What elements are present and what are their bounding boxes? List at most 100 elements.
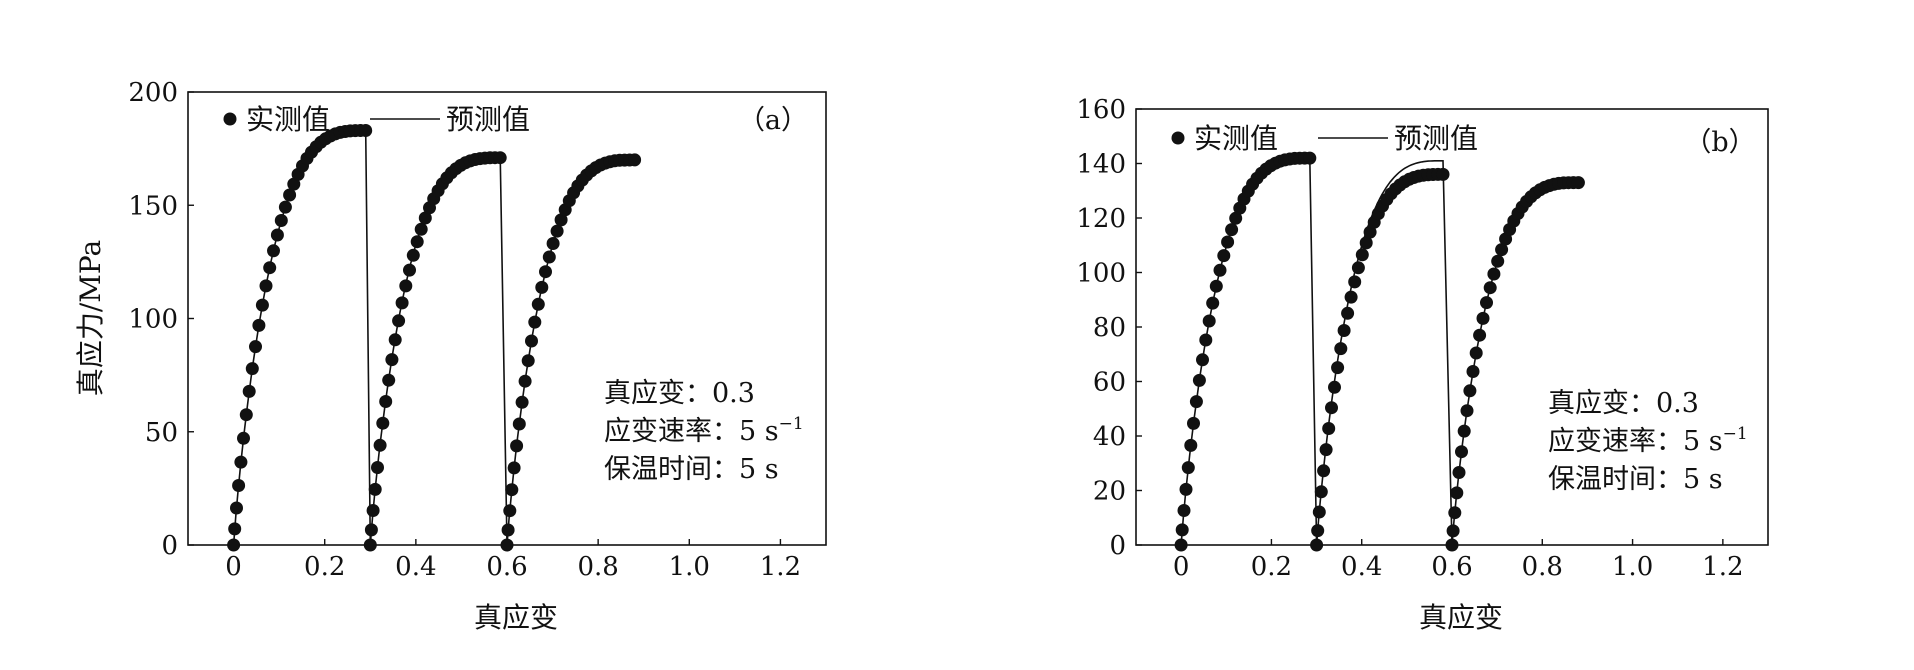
data-point-measured-b (1325, 401, 1338, 415)
data-point-measured-b (1483, 281, 1497, 295)
data-point-measured-a (373, 438, 387, 452)
data-point-measured-b (1341, 306, 1355, 320)
y-tick-label-b: 80 (1093, 313, 1126, 343)
data-point-measured-b (1181, 461, 1195, 475)
data-point-measured-a (237, 431, 250, 445)
data-point-measured-b (1174, 538, 1188, 552)
data-point-measured-a (554, 213, 568, 227)
x-tick-label-b: 1.0 (1612, 552, 1653, 582)
data-point-measured-a (546, 237, 560, 250)
data-point-measured-b (1334, 342, 1348, 356)
data-point-measured-a (366, 504, 380, 517)
y-axis-label-a: 真应力/MPa (74, 240, 107, 396)
data-point-measured-b (1217, 249, 1231, 263)
data-point-measured-a (242, 384, 256, 398)
data-point-measured-b (1310, 538, 1324, 552)
data-point-measured-a (510, 439, 524, 453)
data-point-measured-a (493, 151, 507, 165)
data-point-measured-a (379, 395, 393, 408)
data-point-measured-a (500, 538, 514, 552)
legend-label-measured-b: 实测值 (1194, 122, 1278, 155)
data-point-measured-b (1571, 176, 1585, 190)
data-point-measured-b (1303, 151, 1317, 165)
data-point-measured-b (1199, 333, 1213, 347)
data-point-measured-b (1466, 365, 1480, 378)
data-point-measured-b (1187, 416, 1200, 430)
data-point-measured-a (550, 224, 564, 238)
data-point-measured-a (507, 461, 521, 475)
x-tick-label-a: 0 (225, 552, 242, 582)
legend-marker-measured-b (1171, 131, 1185, 145)
data-point-measured-b (1317, 464, 1331, 478)
data-point-measured-b (1344, 290, 1358, 304)
data-point-measured-a (531, 297, 545, 311)
y-tick-label-a: 100 (128, 305, 178, 335)
y-tick-label-b: 20 (1093, 477, 1126, 507)
data-point-measured-a (371, 461, 384, 474)
chart-panel-a: 0 0.2 0.4 0.6 0.8 1.0 1.2 0 50 100 150 200 真应变 真应力/MP… (74, 78, 827, 634)
panel-label-b: （b） (1684, 127, 1755, 158)
x-tick-label-b: 0 (1173, 552, 1190, 582)
data-point-measured-a (359, 124, 373, 137)
data-point-measured-a (239, 408, 253, 422)
data-point-measured-b (1436, 167, 1450, 181)
data-point-measured-b (1457, 424, 1471, 438)
data-point-measured-b (1463, 384, 1477, 398)
data-point-measured-a (283, 188, 297, 202)
data-point-measured-b (1363, 225, 1377, 239)
data-point-measured-b (1225, 223, 1239, 237)
data-point-measured-b (1209, 279, 1223, 293)
data-point-measured-b (1312, 505, 1326, 519)
data-point-measured-a (249, 340, 262, 354)
x-tick-label-a: 0.6 (486, 552, 527, 582)
data-point-measured-b (1469, 346, 1483, 360)
data-point-measured-a (503, 504, 517, 518)
y-tick-label-b: 0 (1109, 531, 1126, 561)
data-point-measured-b (1192, 373, 1206, 387)
data-point-measured-a (382, 373, 396, 387)
data-point-measured-a (245, 362, 259, 376)
data-point-measured-b (1229, 211, 1243, 225)
data-point-measured-a (263, 261, 277, 275)
data-point-measured-a (515, 395, 529, 409)
data-point-measured-b (1337, 324, 1351, 337)
data-point-measured-a (525, 334, 538, 348)
data-point-measured-b (1460, 404, 1474, 418)
chart-panel-b: 0 0.2 0.4 0.6 0.8 1.0 1.2 0 20 40 60 80 100 120 140 160… (1076, 95, 1769, 634)
data-point-measured-b (1355, 248, 1369, 262)
data-point-measured-b (1179, 482, 1193, 496)
panel-label-a: （a） (738, 105, 808, 136)
data-point-measured-a (403, 263, 416, 277)
data-point-measured-a (230, 501, 243, 515)
data-point-measured-b (1452, 466, 1466, 479)
y-tick-label-a: 50 (145, 418, 178, 448)
data-point-measured-b (1480, 296, 1493, 310)
x-axis-label-a: 真应变 (474, 601, 558, 634)
annotation-hold-b: 保温时间：5 s (1548, 464, 1723, 495)
y-tick-label-b: 140 (1076, 150, 1126, 180)
data-point-measured-b (1473, 328, 1487, 342)
data-point-measured-b (1348, 275, 1362, 289)
data-point-measured-a (418, 211, 432, 225)
data-point-measured-a (267, 244, 280, 258)
x-tick-label-b: 0.4 (1341, 552, 1382, 582)
annotation-rate-b: 应变速率：5 s−1 (1548, 424, 1748, 457)
data-point-measured-a (232, 479, 246, 492)
data-point-measured-a (287, 177, 301, 191)
data-point-measured-a (255, 298, 269, 312)
data-point-measured-b (1311, 524, 1325, 538)
data-point-measured-b (1446, 524, 1460, 538)
data-point-measured-b (1175, 523, 1189, 537)
annotation-rate-text-a: 应变速率：5 s (604, 416, 779, 447)
x-tick-label-b: 0.6 (1431, 552, 1472, 582)
data-point-measured-a (399, 279, 413, 293)
y-tick-label-a: 200 (128, 78, 178, 108)
data-point-measured-b (1455, 445, 1468, 459)
x-tick-label-b: 0.8 (1522, 552, 1563, 582)
data-point-measured-b (1450, 486, 1464, 500)
data-point-measured-b (1331, 361, 1345, 375)
data-point-measured-a (518, 374, 532, 388)
data-point-measured-a (368, 482, 382, 496)
data-point-measured-a (521, 354, 535, 368)
annotation-rate-exponent-a: −1 (779, 414, 804, 434)
